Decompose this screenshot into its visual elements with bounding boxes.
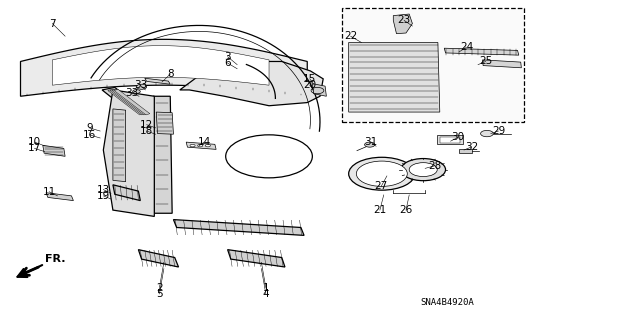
Text: SNA4B4920A: SNA4B4920A [420,298,474,307]
Text: 33: 33 [125,88,139,98]
Circle shape [190,144,195,147]
Text: 2: 2 [156,283,163,293]
Polygon shape [153,96,172,213]
Polygon shape [444,48,519,55]
Text: 18: 18 [140,126,154,136]
Text: 5: 5 [156,289,163,299]
Text: 8: 8 [167,69,173,79]
Polygon shape [112,89,148,115]
Text: 3: 3 [224,52,231,62]
Bar [342,8,524,122]
Text: 7: 7 [49,19,56,28]
Text: 33: 33 [134,80,147,90]
Polygon shape [145,78,170,84]
Text: 17: 17 [28,144,41,153]
Text: 30: 30 [451,132,464,142]
Circle shape [365,142,375,147]
Polygon shape [138,250,179,267]
Circle shape [136,84,147,89]
Text: 20: 20 [303,80,316,90]
Bar [440,137,460,143]
Polygon shape [156,112,173,134]
Text: 24: 24 [460,42,473,52]
Text: 31: 31 [364,137,378,147]
Polygon shape [459,149,472,152]
Polygon shape [312,84,326,96]
Text: 21: 21 [373,205,387,215]
Text: 22: 22 [344,31,357,41]
Circle shape [481,130,493,137]
Circle shape [198,144,203,147]
Polygon shape [102,87,147,115]
Circle shape [409,163,437,177]
Text: 23: 23 [397,15,411,26]
Text: 14: 14 [197,137,211,147]
Polygon shape [20,39,307,96]
Circle shape [356,161,407,186]
Text: 6: 6 [224,58,231,68]
Text: 19: 19 [97,191,110,201]
Polygon shape [43,145,65,156]
Text: 27: 27 [374,182,388,191]
Polygon shape [394,14,412,33]
Text: 10: 10 [28,137,41,147]
Circle shape [132,90,140,93]
Text: 28: 28 [428,161,442,171]
Text: 16: 16 [83,130,96,140]
Text: 13: 13 [97,184,110,195]
Text: FR.: FR. [45,255,65,264]
Polygon shape [483,60,522,68]
Text: 11: 11 [42,187,56,197]
Polygon shape [114,89,150,115]
Polygon shape [46,193,74,201]
Polygon shape [113,109,125,182]
Bar [437,136,463,144]
Polygon shape [186,142,216,149]
Polygon shape [113,185,140,201]
Text: 9: 9 [86,123,93,133]
Text: 15: 15 [303,74,316,84]
Text: 29: 29 [492,126,505,136]
Circle shape [401,159,445,181]
Text: 12: 12 [140,120,154,130]
Polygon shape [173,219,304,235]
Text: 25: 25 [479,56,492,66]
Polygon shape [180,62,323,106]
Polygon shape [103,90,154,216]
Text: 4: 4 [262,289,269,299]
Polygon shape [108,89,143,115]
Text: 32: 32 [465,142,478,152]
Circle shape [349,157,415,190]
Polygon shape [110,89,146,115]
Text: 1: 1 [262,283,269,293]
Polygon shape [349,42,440,112]
Text: 26: 26 [399,205,413,215]
Polygon shape [228,250,285,267]
Circle shape [205,144,211,147]
Polygon shape [52,46,269,85]
